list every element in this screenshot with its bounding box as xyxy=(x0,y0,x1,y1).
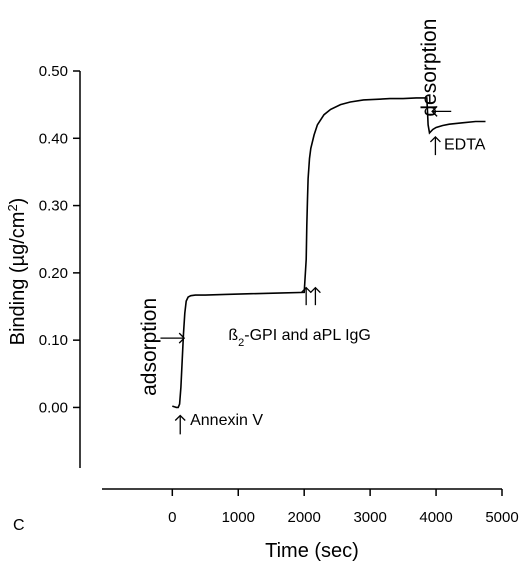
panel-label: C xyxy=(13,517,25,534)
x-tick-label: 5000 xyxy=(485,509,518,526)
y-tick-label: 0.20 xyxy=(39,265,68,282)
axes xyxy=(79,71,502,490)
y-axis-title-close: ) xyxy=(7,198,29,205)
binding-curve xyxy=(172,97,486,409)
y-tick-label: 0.50 xyxy=(39,63,68,80)
y-tick-label: 0.40 xyxy=(39,130,68,147)
y-axis-title-main: Binding (µg/cm xyxy=(7,212,29,346)
annotation-label: Annexin V xyxy=(190,412,263,429)
arrow xyxy=(160,332,186,344)
arrow xyxy=(174,414,186,435)
x-ticks: 0 1000 2000 3000 4000 5000 xyxy=(168,489,519,526)
annotation-label: ß2-GPI and aPL IgG xyxy=(228,327,371,349)
annotation-label: adsorption xyxy=(138,298,161,396)
x-axis-title: Time (sec) xyxy=(265,540,359,562)
y-ticks: 0.00 0.10 0.20 0.30 0.40 0.50 xyxy=(39,63,80,416)
arrow xyxy=(429,136,441,156)
x-tick-label: 4000 xyxy=(419,509,452,526)
annotations: adsorption desorption Annexin V EDTA ß2-GPI … xyxy=(138,19,486,429)
x-tick-label: 0 xyxy=(168,509,176,526)
annotation-label: EDTA xyxy=(444,137,486,154)
x-tick-label: 2000 xyxy=(288,509,321,526)
arrow xyxy=(300,286,312,306)
arrows xyxy=(160,105,452,435)
y-tick-label: 0.00 xyxy=(39,399,68,416)
arrow xyxy=(431,105,452,117)
arrow xyxy=(309,286,321,306)
y-tick-label: 0.10 xyxy=(39,332,68,349)
y-tick-label: 0.30 xyxy=(39,198,68,215)
x-tick-label: 3000 xyxy=(353,509,386,526)
y-axis-title: Binding (µg/cm2) xyxy=(5,198,30,346)
annotation-label: desorption xyxy=(418,19,441,117)
y-axis-title-sup: 2 xyxy=(5,204,20,211)
x-tick-label: 1000 xyxy=(222,509,255,526)
